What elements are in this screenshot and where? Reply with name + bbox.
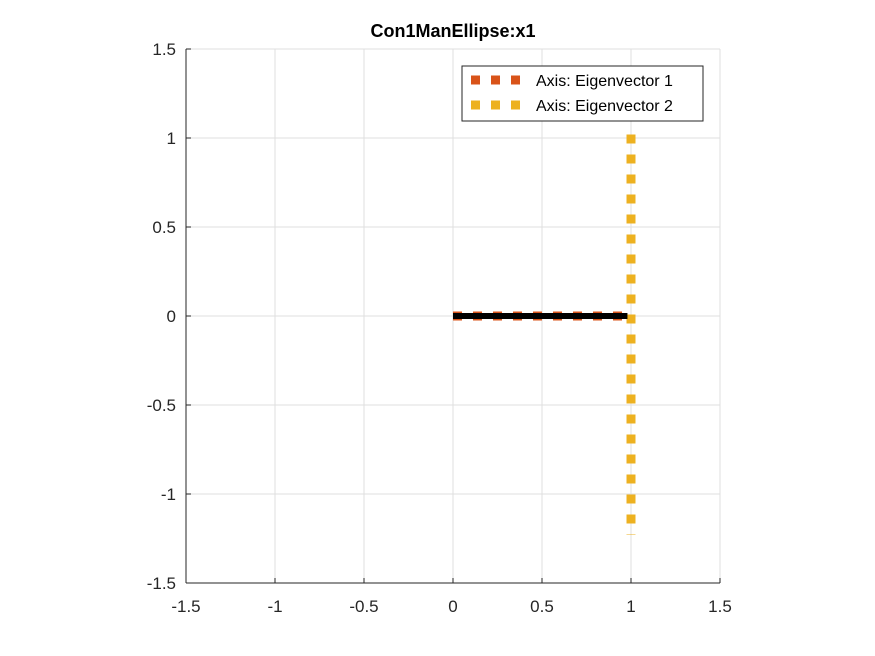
legend-label: Axis: Eigenvector 2 <box>536 98 673 115</box>
legend-box <box>461 65 704 122</box>
axes: -1.5 -1 -0.5 0 0.5 1 1.5 -1.5 -1 -0.5 0 0.5 1 1.5 <box>147 40 732 616</box>
y-tick-label: -1 <box>161 485 176 504</box>
x-tick-label: -1 <box>267 597 282 616</box>
legend-label: Axis: Eigenvector 1 <box>536 73 673 90</box>
chart-title: Con1ManEllipse:x1 <box>370 21 535 41</box>
y-tick-label: 1 <box>167 129 176 148</box>
x-tick-label: 0 <box>448 597 457 616</box>
y-tick-label: 0.5 <box>152 218 176 237</box>
x-tick-label: 0.5 <box>530 597 554 616</box>
legend: Axis: Eigenvector 1 Axis: Eigenvector 2 <box>461 65 704 122</box>
x-tick-label: -0.5 <box>349 597 378 616</box>
y-tick-label: -1.5 <box>147 574 176 593</box>
x-tick-label: 1.5 <box>708 597 732 616</box>
y-tick-label: -0.5 <box>147 396 176 415</box>
y-tick-label: 1.5 <box>152 40 176 59</box>
x-tick-label: -1.5 <box>171 597 200 616</box>
x-tick-label: 1 <box>626 597 635 616</box>
y-tick-label: 0 <box>167 307 176 326</box>
plot-area <box>453 134 636 535</box>
